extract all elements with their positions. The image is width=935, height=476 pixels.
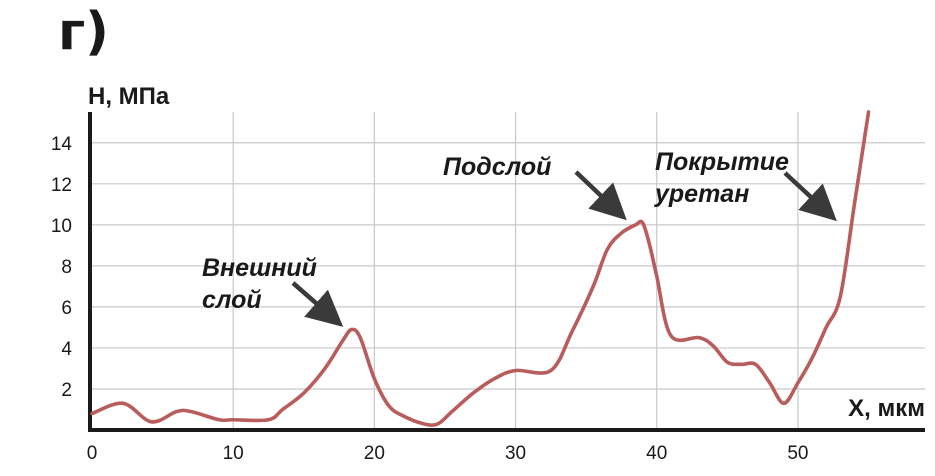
y-tick-label: 6 [61, 298, 72, 319]
y-axis-label: H, МПа [88, 83, 170, 110]
y-tick-label: 8 [61, 257, 72, 278]
panel-label: г) [58, 2, 109, 62]
x-tick-label: 40 [646, 443, 667, 464]
annotation-urethane-coating-arrow [783, 171, 837, 222]
y-tick-label: 4 [61, 339, 72, 360]
y-tick-label: 10 [51, 216, 72, 237]
annotations: Внешний слой Подслой Покрытие уретан [202, 148, 837, 327]
axes: H, МПа X, мкм [88, 83, 925, 432]
y-tick-label: 2 [61, 380, 72, 401]
x-axis-label: X, мкм [848, 395, 925, 422]
annotation-urethane-coating: Покрытие уретан [653, 148, 789, 208]
series-line-1 [90, 110, 871, 427]
y-tick-label: 14 [51, 134, 73, 155]
x-tick-label: 20 [364, 443, 385, 464]
annotation-outer-layer-arrow [291, 281, 344, 327]
x-tick-label: 10 [223, 443, 244, 464]
annotation-outer-layer: Внешний слой [202, 254, 317, 314]
y-tick-label: 12 [51, 175, 72, 196]
annotation-sublayer-arrow [574, 170, 627, 221]
annotation-sublayer: Подслой [443, 153, 551, 181]
tick-labels: 2 4 6 8 10 12 14 0 10 20 30 40 50 [51, 134, 809, 464]
x-tick-label: 50 [787, 443, 808, 464]
series-layer [90, 110, 871, 427]
x-tick-label: 0 [87, 443, 98, 464]
x-tick-label: 30 [505, 443, 526, 464]
